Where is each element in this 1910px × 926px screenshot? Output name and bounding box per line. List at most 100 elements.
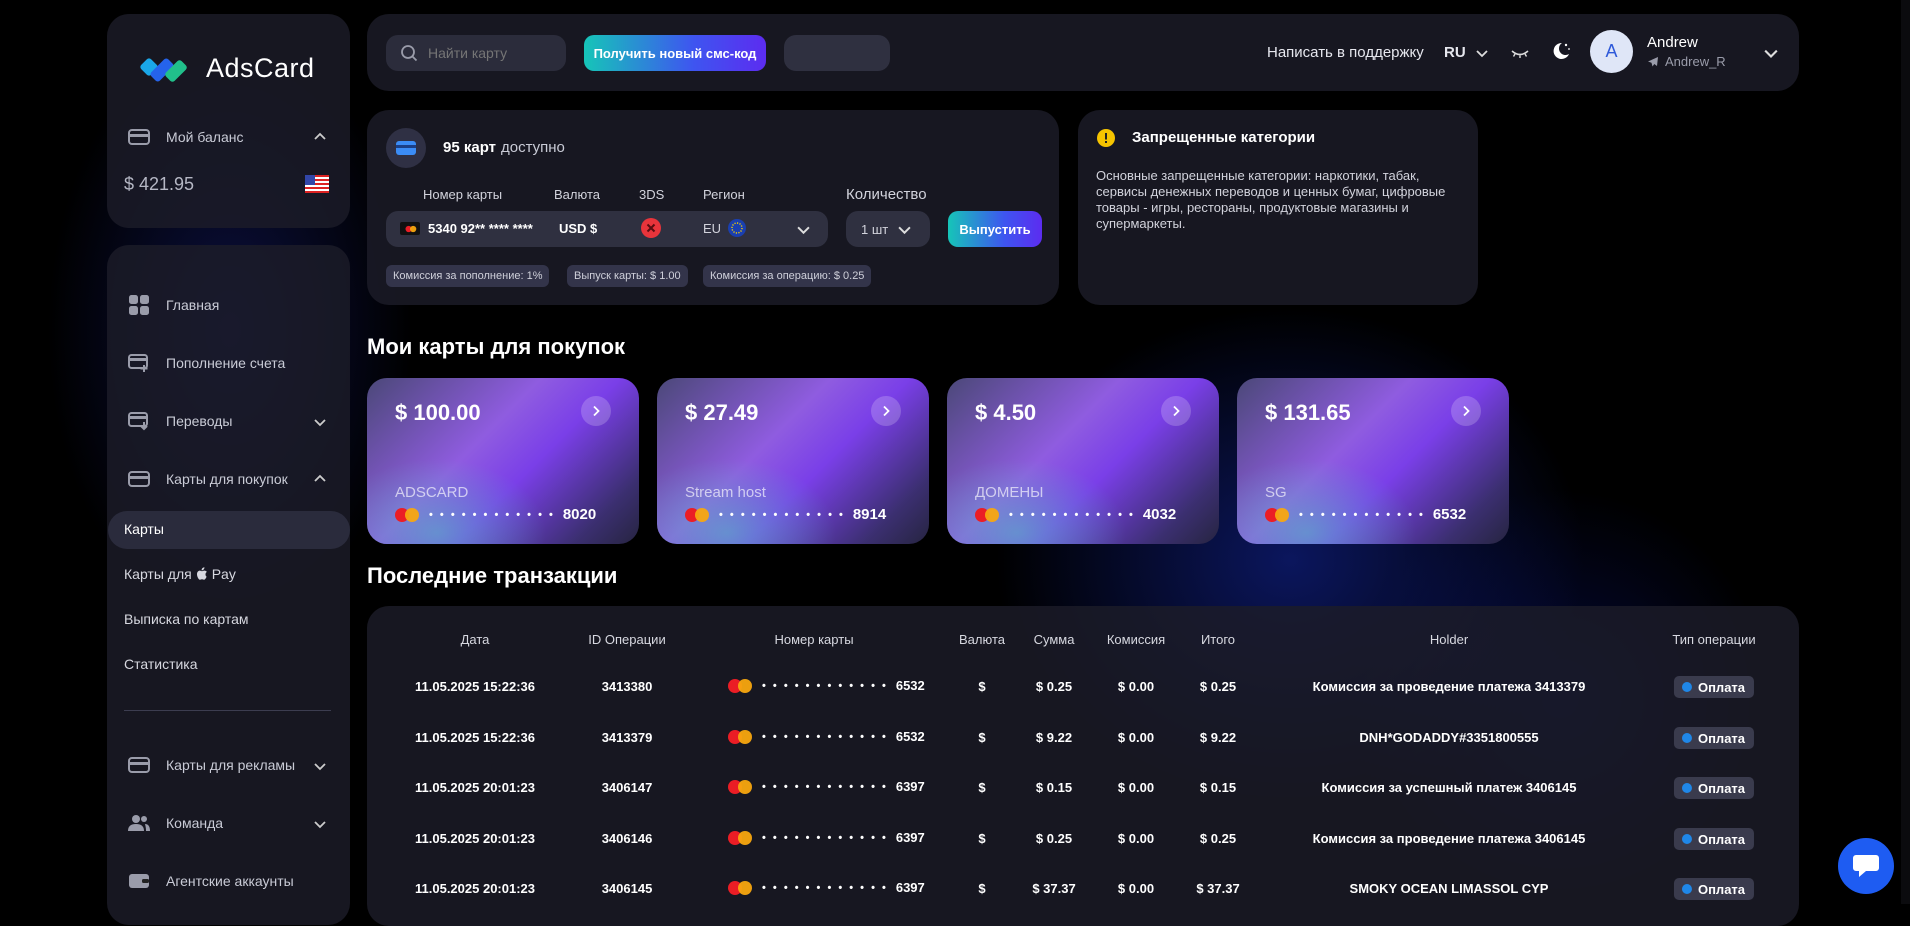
brand-logo[interactable]: AdsCard xyxy=(140,52,315,84)
card-balance: $ 4.50 xyxy=(975,400,1037,425)
card-open-button[interactable] xyxy=(871,396,901,426)
moon-icon[interactable] xyxy=(1549,41,1571,61)
chevron-up-icon[interactable] xyxy=(314,473,326,485)
blank-button[interactable] xyxy=(784,35,890,71)
quantity-select[interactable] xyxy=(846,211,930,247)
3ds-disabled-icon xyxy=(641,218,661,238)
tx-date: 11.05.2025 15:22:36 xyxy=(415,679,535,694)
sidebar-label-home: Главная xyxy=(166,297,220,313)
card-open-button[interactable] xyxy=(581,396,611,426)
tx-currency: $ xyxy=(978,831,986,846)
tx-fee: $ 0.00 xyxy=(1117,881,1155,896)
mastercard-icon xyxy=(728,678,754,693)
col-quantity: Количество xyxy=(846,186,927,203)
card-plus-icon xyxy=(128,352,150,374)
th-total: Итого xyxy=(1200,632,1236,647)
user-name: Andrew xyxy=(1647,34,1698,51)
sidebar-subitem-applepay[interactable]: Карты для Pay xyxy=(124,566,236,582)
card-config-select[interactable] xyxy=(386,211,828,247)
chevron-up-icon[interactable] xyxy=(314,131,326,143)
tx-holder: Комиссия за успешный платеж 3406145 xyxy=(1321,780,1577,795)
region-value: EU xyxy=(703,221,722,236)
tx-card-mask: • • • • • • • • • • • • xyxy=(762,831,888,844)
purchase-card[interactable]: $ 100.00 ADSCARD • • • • • • • • • • • •… xyxy=(367,378,639,544)
sidebar-subitem-cards[interactable]: Карты xyxy=(124,521,164,537)
card-open-button[interactable] xyxy=(1451,396,1481,426)
tx-currency: $ xyxy=(978,881,986,896)
purchase-card[interactable]: $ 27.49 Stream host • • • • • • • • • • … xyxy=(657,378,929,544)
eye-closed-icon[interactable] xyxy=(1511,47,1529,59)
fee-operation-chip: Комиссия за операцию: $ 0.25 xyxy=(703,265,872,287)
sidebar-item-agency[interactable]: Агентские аккаунты xyxy=(128,870,294,892)
tx-date: 11.05.2025 20:01:23 xyxy=(415,831,535,846)
issue-card-button[interactable]: Выпустить xyxy=(948,211,1042,247)
get-sms-code-button[interactable]: Получить новый смс-код xyxy=(584,35,766,71)
support-link[interactable]: Написать в поддержку xyxy=(1267,44,1424,61)
sidebar-item-transfers[interactable]: Переводы xyxy=(128,410,232,432)
tx-card-last4: 6397 xyxy=(895,779,925,794)
th-sum: Сумма xyxy=(1033,632,1075,647)
chevron-down-icon[interactable] xyxy=(797,223,810,236)
mastercard-icon xyxy=(400,222,420,235)
tx-card: • • • • • • • • • • • • 6397 xyxy=(728,880,925,895)
tx-total: $ 0.25 xyxy=(1199,831,1237,846)
applepay-suffix: Pay xyxy=(211,566,236,582)
tx-id: 3406145 xyxy=(601,881,653,896)
sidebar-subitem-stats[interactable]: Статистика xyxy=(124,656,198,672)
chevron-down-icon[interactable] xyxy=(314,818,326,830)
sidebar-item-ads-cards[interactable]: Карты для рекламы xyxy=(128,754,295,776)
tx-total: $ 9.22 xyxy=(1199,730,1237,745)
tx-holder: DNH*GODADDY#3351800555 xyxy=(1359,730,1539,745)
tx-date: 11.05.2025 20:01:23 xyxy=(415,881,535,896)
card-last4: 8020 xyxy=(562,506,597,523)
tx-card-mask: • • • • • • • • • • • • xyxy=(762,730,888,743)
col-3ds: 3DS xyxy=(639,187,665,202)
page-scrollbar[interactable] xyxy=(1901,0,1910,904)
tx-holder: SMOKY OCEAN LIMASSOL CYP xyxy=(1349,881,1549,896)
grid-icon xyxy=(128,294,150,316)
tx-type-label: Оплата xyxy=(1697,831,1746,847)
th-holder: Holder xyxy=(1429,632,1469,647)
balance-amount: $ 421.95 xyxy=(124,174,195,194)
chevron-down-icon[interactable] xyxy=(898,223,911,236)
th-currency: Валюта xyxy=(959,632,1005,647)
tx-date: 11.05.2025 20:01:23 xyxy=(415,780,535,795)
language-selector[interactable]: RU xyxy=(1444,44,1466,61)
purchase-card[interactable]: $ 4.50 ДОМЕНЫ • • • • • • • • • • • • 403… xyxy=(947,378,1219,544)
card-mask: • • • • • • • • • • • • xyxy=(429,508,555,521)
card-name: SG xyxy=(1265,484,1287,501)
card-badge xyxy=(386,128,426,168)
tx-card-last4: 6532 xyxy=(895,729,925,744)
chevron-down-icon[interactable] xyxy=(314,416,326,428)
tx-date: 11.05.2025 15:22:36 xyxy=(415,730,535,745)
purchase-card[interactable]: $ 131.65 SG • • • • • • • • • • • • 6532 xyxy=(1237,378,1509,544)
sidebar-item-topup[interactable]: Пополнение счета xyxy=(128,352,285,374)
tx-type-badge: Оплата xyxy=(1673,828,1755,850)
card-transfer-icon xyxy=(128,410,150,432)
tx-card-last4: 6397 xyxy=(895,880,925,895)
balance-label: Мой баланс xyxy=(166,129,244,145)
chevron-right-icon xyxy=(883,405,890,417)
card-name: ДОМЕНЫ xyxy=(975,484,1044,501)
chevron-down-icon[interactable] xyxy=(1476,47,1488,59)
card-open-button[interactable] xyxy=(1161,396,1191,426)
sidebar-label-transfers: Переводы xyxy=(166,413,233,429)
sidebar-subitem-statement[interactable]: Выписка по картам xyxy=(124,611,249,627)
chat-button[interactable] xyxy=(1838,838,1894,894)
chevron-down-icon[interactable] xyxy=(314,760,326,772)
search-box[interactable] xyxy=(386,35,566,71)
avatar[interactable]: A xyxy=(1590,30,1633,73)
search-input[interactable] xyxy=(426,44,560,62)
tx-fee: $ 0.00 xyxy=(1117,780,1155,795)
tx-type-label: Оплата xyxy=(1697,679,1746,695)
sidebar-item-team[interactable]: Команда xyxy=(128,812,223,834)
sidebar-item-cards-shop[interactable]: Карты для покупок xyxy=(128,468,288,490)
chat-icon xyxy=(1853,855,1879,877)
sidebar-item-home[interactable]: Главная xyxy=(128,294,219,316)
balance-header[interactable]: Мой баланс xyxy=(128,126,244,148)
chevron-down-icon[interactable] xyxy=(1764,46,1778,60)
warning-icon xyxy=(1097,129,1115,147)
tx-sum: $ 37.37 xyxy=(1032,881,1076,896)
th-card: Номер карты xyxy=(774,632,854,647)
chevron-right-icon xyxy=(1463,405,1470,417)
